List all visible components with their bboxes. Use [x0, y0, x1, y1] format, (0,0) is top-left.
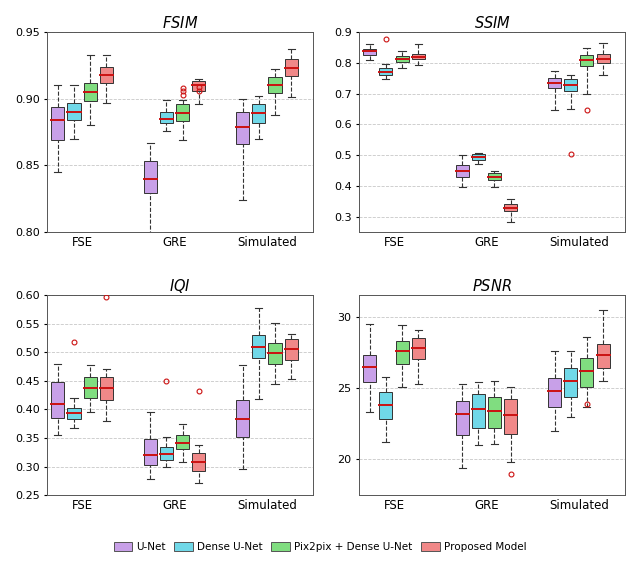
Title: $\mathit{IQI}$: $\mathit{IQI}$	[170, 277, 191, 295]
Bar	[84, 83, 97, 102]
Bar	[143, 161, 157, 193]
Title: $\mathit{SSIM}$: $\mathit{SSIM}$	[474, 15, 511, 31]
Legend: U-Net, Dense U-Net, Pix2pix + Dense U-Net, Proposed Model: U-Net, Dense U-Net, Pix2pix + Dense U-Ne…	[109, 537, 531, 556]
Bar	[564, 368, 577, 396]
Bar	[363, 355, 376, 382]
Bar	[252, 335, 266, 358]
Bar	[268, 77, 282, 94]
Bar	[504, 204, 517, 210]
Bar	[548, 78, 561, 87]
Bar	[548, 378, 561, 407]
Bar	[143, 439, 157, 465]
Bar	[67, 408, 81, 419]
Bar	[192, 81, 205, 91]
Title: $\mathit{FSIM}$: $\mathit{FSIM}$	[162, 15, 198, 31]
Bar	[580, 358, 593, 387]
Bar	[363, 49, 376, 55]
Bar	[488, 173, 501, 180]
Bar	[396, 56, 408, 62]
Bar	[252, 104, 266, 123]
Bar	[160, 447, 173, 460]
Bar	[564, 79, 577, 91]
Bar	[488, 396, 501, 428]
Bar	[236, 112, 249, 144]
Bar	[412, 54, 425, 59]
Bar	[100, 67, 113, 83]
Bar	[596, 54, 609, 63]
Bar	[396, 341, 408, 364]
Bar	[51, 107, 65, 140]
Bar	[236, 400, 249, 437]
Bar	[580, 55, 593, 66]
Bar	[176, 104, 189, 121]
Bar	[285, 339, 298, 360]
Bar	[100, 377, 113, 400]
Bar	[412, 338, 425, 359]
Bar	[596, 344, 609, 368]
Bar	[456, 165, 468, 177]
Bar	[67, 103, 81, 120]
Title: $\mathit{PSNR}$: $\mathit{PSNR}$	[472, 278, 512, 294]
Bar	[160, 112, 173, 123]
Bar	[380, 68, 392, 74]
Bar	[456, 401, 468, 435]
Bar	[192, 453, 205, 471]
Bar	[380, 393, 392, 420]
Bar	[472, 394, 485, 428]
Bar	[84, 377, 97, 398]
Bar	[176, 435, 189, 450]
Bar	[51, 382, 65, 418]
Bar	[472, 155, 485, 160]
Bar	[268, 343, 282, 364]
Bar	[285, 59, 298, 76]
Bar	[504, 399, 517, 434]
